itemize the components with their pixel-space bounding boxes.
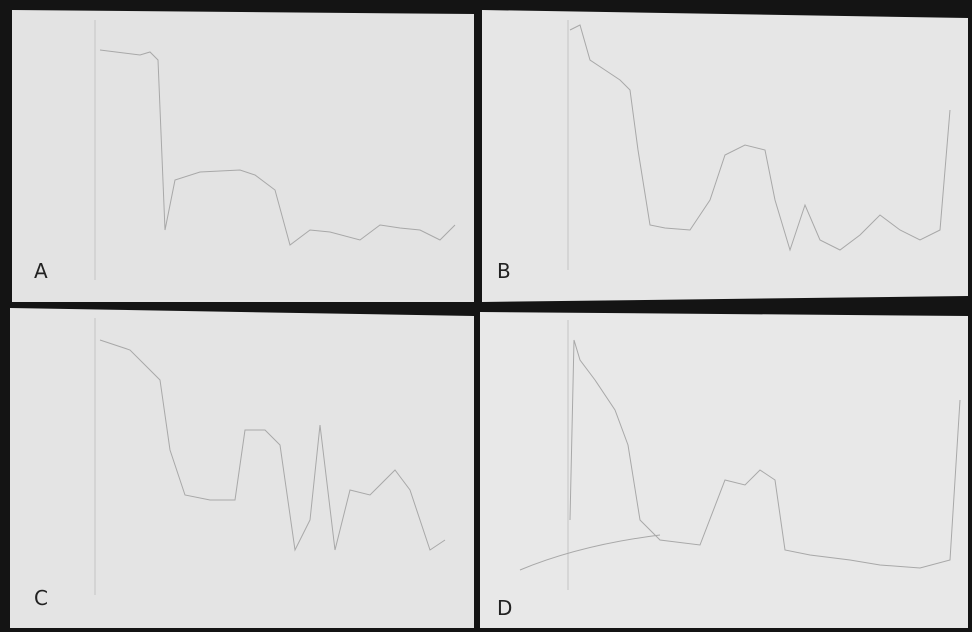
panel-a: A xyxy=(12,10,474,302)
spectrum xyxy=(99,49,456,246)
paper xyxy=(12,10,474,302)
spectrum xyxy=(99,339,446,552)
spectrum xyxy=(569,24,951,252)
panel-d: D xyxy=(480,312,968,628)
panel-label: C xyxy=(34,586,48,610)
panel-c: C xyxy=(10,308,474,628)
baseline xyxy=(519,534,661,571)
panel-label: D xyxy=(497,596,512,620)
paper xyxy=(10,308,474,628)
spectrum xyxy=(569,339,961,569)
paper xyxy=(480,312,968,628)
panel-label: A xyxy=(34,259,48,283)
panel-label: B xyxy=(497,259,511,283)
panel-b: B xyxy=(482,10,968,302)
